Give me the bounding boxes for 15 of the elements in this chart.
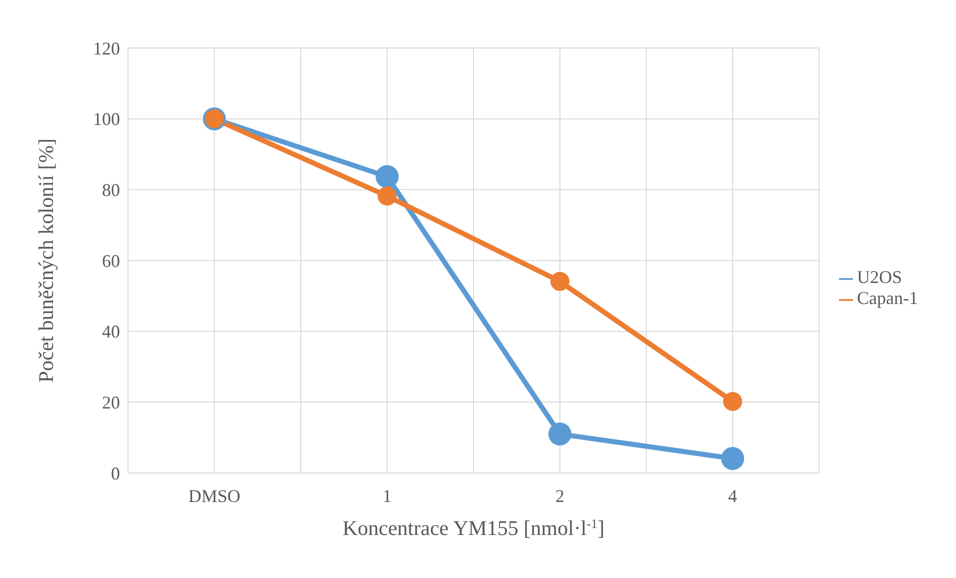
y-tick-label: 120 <box>93 38 120 58</box>
y-tick-label: 80 <box>102 180 120 200</box>
y-tick-label: 100 <box>93 109 120 130</box>
y-axis-title: Počet buněčných kolonií [%] <box>34 138 58 383</box>
x-axis-title: Koncentrace YM155 [nmol·l$^{-1}$] <box>342 516 605 540</box>
x-tick-label: 4 <box>728 486 738 506</box>
y-tick-label: 40 <box>102 322 120 342</box>
y-tick-label: 0 <box>111 463 120 484</box>
x-tick-label: 2 <box>555 486 564 506</box>
legend-label: Capan-1 <box>857 288 918 308</box>
legend-label: U2OS <box>857 267 902 287</box>
x-tick-label: 1 <box>382 486 392 506</box>
y-tick-label: 20 <box>102 392 120 413</box>
x-tick-label: DMSO <box>188 486 240 506</box>
y-tick-label: 60 <box>102 250 120 271</box>
